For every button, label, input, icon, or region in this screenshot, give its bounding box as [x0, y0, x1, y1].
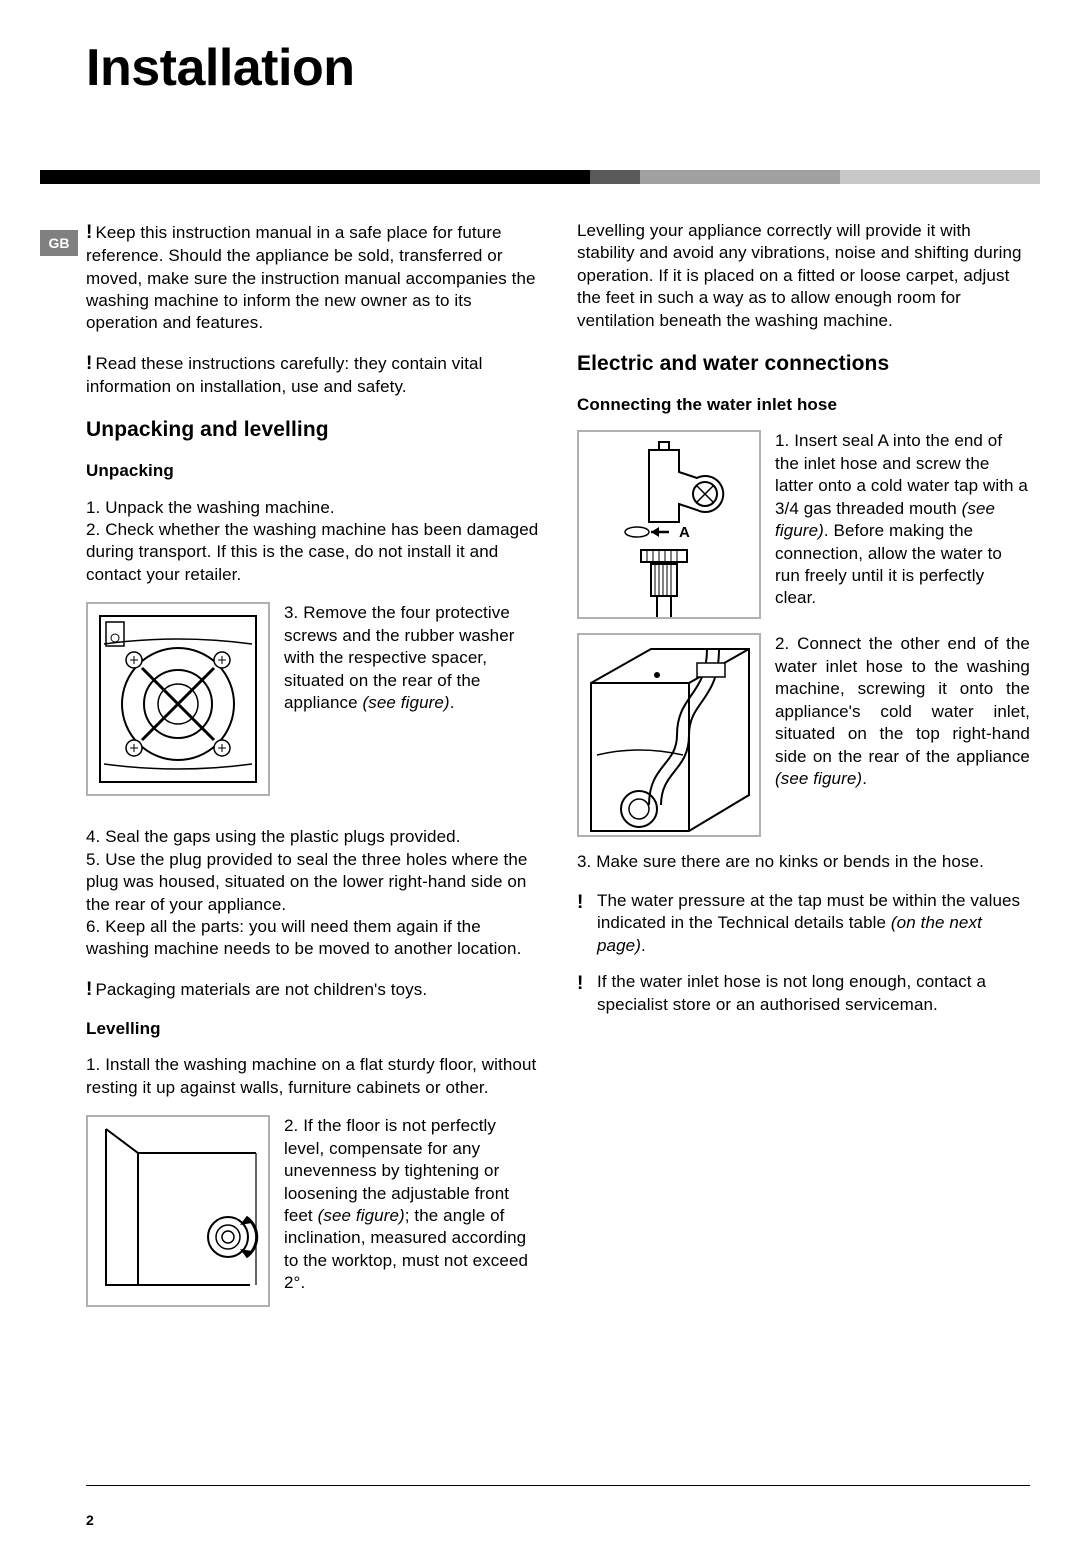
exclaim-icon: !: [86, 353, 92, 374]
warning-paragraph: !Read these instructions carefully: they…: [86, 351, 539, 399]
washing-machine-rear-figure: [86, 602, 270, 796]
body-text: The water pressure at the tap must be wi…: [597, 890, 1030, 957]
warning-item: ! If the water inlet hose is not long en…: [577, 971, 1030, 1016]
page-title: Installation: [86, 38, 1080, 98]
body-text: Packaging materials are not children's t…: [95, 980, 427, 999]
seal-label: A: [679, 524, 690, 541]
step-text: 3. Make sure there are no kinks or bends…: [577, 851, 1030, 873]
machine-inlet-figure: [577, 633, 761, 837]
figure-with-text: 3. Remove the four protective screws and…: [86, 602, 539, 796]
tap-connection-figure: A: [577, 430, 761, 619]
language-badge: GB: [40, 230, 78, 256]
step-text: 4. Seal the gaps using the plastic plugs…: [86, 826, 539, 848]
footer-rule: [86, 1485, 1030, 1486]
step-text: 3. Remove the four protective screws and…: [284, 602, 539, 714]
figure-with-text: A 1. Insert seal A into the end of the i…: [577, 430, 1030, 619]
body-text: If the water inlet hose is not long enou…: [597, 971, 1030, 1016]
content-columns: !Keep this instruction manual in a safe …: [86, 220, 1030, 1321]
exclaim-icon: !: [86, 979, 92, 1000]
step-text: 6. Keep all the parts: you will need the…: [86, 916, 539, 961]
figure-ref: (see figure): [363, 693, 450, 712]
body-text: Keep this instruction manual in a safe p…: [86, 223, 536, 332]
page-number: 2: [86, 1512, 94, 1528]
levelling-foot-figure: [86, 1115, 270, 1307]
right-column: Levelling your appliance correctly will …: [577, 220, 1030, 1321]
figure-ref: (see figure): [318, 1206, 405, 1225]
exclaim-icon: !: [577, 971, 597, 1016]
body-text: 2. Connect the other end of the water in…: [775, 634, 1030, 765]
figure-with-text: 2. If the floor is not perfectly level, …: [86, 1115, 539, 1307]
warning-paragraph: !Packaging materials are not children's …: [86, 977, 539, 1002]
figure-with-text: 2. Connect the other end of the water in…: [577, 633, 1030, 837]
warning-item: ! The water pressure at the tap must be …: [577, 890, 1030, 957]
step-text: 2. Connect the other end of the water in…: [775, 633, 1030, 790]
subsection-heading: Unpacking: [86, 460, 539, 482]
figure-ref: (see figure): [775, 769, 862, 788]
warning-list: ! The water pressure at the tap must be …: [577, 890, 1030, 1016]
left-column: !Keep this instruction manual in a safe …: [86, 220, 539, 1321]
step-text: 2. Check whether the washing machine has…: [86, 519, 539, 586]
subsection-heading: Connecting the water inlet hose: [577, 394, 1030, 416]
exclaim-icon: !: [86, 222, 92, 243]
section-heading: Electric and water connections: [577, 350, 1030, 378]
step-text: 2. If the floor is not perfectly level, …: [284, 1115, 539, 1295]
step-text: 5. Use the plug provided to seal the thr…: [86, 849, 539, 916]
subsection-heading: Levelling: [86, 1018, 539, 1040]
warning-paragraph: !Keep this instruction manual in a safe …: [86, 220, 539, 335]
decorative-rule: [40, 170, 1040, 184]
step-text: 1. Unpack the washing machine.: [86, 497, 539, 519]
step-text: 1. Insert seal A into the end of the inl…: [775, 430, 1030, 610]
body-text: Levelling your appliance correctly will …: [577, 220, 1030, 332]
step-text: 1. Install the washing machine on a flat…: [86, 1054, 539, 1099]
section-heading: Unpacking and levelling: [86, 416, 539, 444]
exclaim-icon: !: [577, 890, 597, 957]
body-text: Read these instructions carefully: they …: [86, 354, 483, 396]
